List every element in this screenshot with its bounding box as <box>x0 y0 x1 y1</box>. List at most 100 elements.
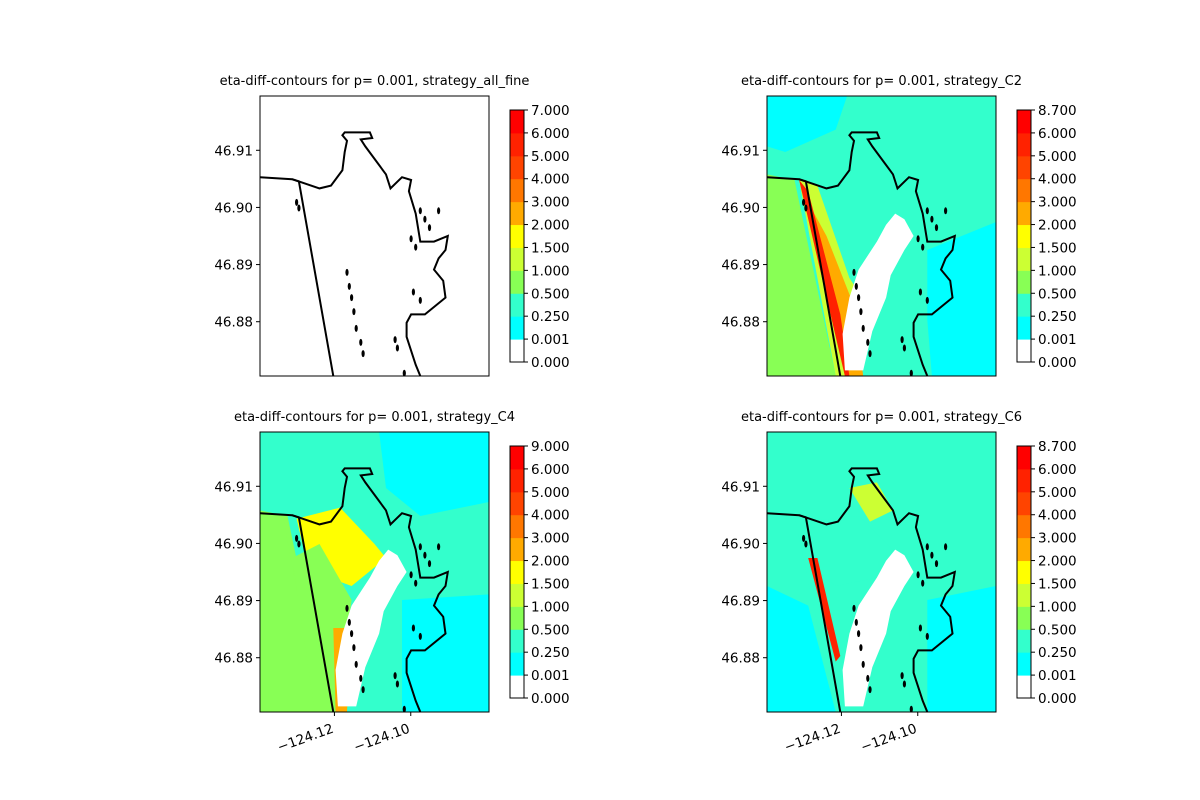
colorbar-tick-label: 2.000 <box>531 218 570 234</box>
colorbar-segment <box>510 675 524 699</box>
colorbar-tick-label: 2.000 <box>1038 554 1077 570</box>
island <box>852 604 856 612</box>
colorbar-tick-label: 0.001 <box>1038 668 1077 684</box>
colorbar-segment <box>1017 247 1031 271</box>
contour-field <box>260 432 489 712</box>
colorbar-tick-label: 4.000 <box>1038 172 1077 188</box>
island <box>411 288 415 296</box>
contour-band-cyan <box>927 586 996 712</box>
colorbar-tick-label: 0.250 <box>1038 309 1077 325</box>
colorbar-segment <box>1017 652 1031 676</box>
island <box>409 571 413 579</box>
colorbar-tick-label: 0.500 <box>531 622 570 638</box>
island <box>944 543 948 551</box>
coastline-bay <box>798 467 957 712</box>
colorbar-segment <box>1017 537 1031 562</box>
colorbar-tick-label: 6.000 <box>531 126 570 142</box>
y-tick-label: 46.89 <box>721 594 760 610</box>
island <box>909 705 913 712</box>
colorbar-segment <box>1017 201 1031 226</box>
island <box>857 294 861 302</box>
colorbar-segment <box>1017 132 1031 157</box>
colorbar-tick-label: 0.000 <box>531 691 570 707</box>
island <box>866 674 870 682</box>
colorbar-segment <box>1017 224 1031 248</box>
colorbar-tick-label: 6.000 <box>1038 126 1077 142</box>
colorbar-tick-label: 1.000 <box>531 599 570 615</box>
colorbar-tick-label: 0.500 <box>1038 286 1077 302</box>
mudflat-region <box>335 549 407 707</box>
island <box>944 207 948 215</box>
colorbar-segment <box>510 560 524 584</box>
colorbar-tick-label: 5.000 <box>531 149 570 165</box>
island <box>352 308 356 316</box>
colorbar-segment <box>510 316 524 340</box>
island <box>361 686 365 694</box>
x-tick-label: −124.10 <box>352 721 413 756</box>
island <box>868 350 872 358</box>
y-tick-label: 46.90 <box>214 536 253 552</box>
contour-band-cyan <box>402 594 489 712</box>
contour-band-cyan <box>767 586 836 712</box>
island <box>900 336 904 344</box>
x-tick-label: −124.12 <box>275 721 336 756</box>
contour-band-red <box>799 180 850 376</box>
colorbar-segment <box>1017 629 1031 653</box>
island <box>930 551 934 559</box>
colorbar-segment <box>510 224 524 248</box>
island <box>297 540 301 548</box>
colorbar-tick-label: 0.500 <box>1038 622 1077 638</box>
island <box>854 618 858 626</box>
colorbar-tick-label: 0.250 <box>531 645 570 661</box>
contour-band-red <box>808 558 841 662</box>
colorbar-segment <box>510 491 524 516</box>
island <box>909 369 913 376</box>
colorbar-frame <box>1016 445 1032 699</box>
island <box>902 344 907 352</box>
island <box>393 336 397 344</box>
colorbar-tick-label: 0.000 <box>531 355 570 371</box>
y-tick-label: 46.90 <box>721 200 760 216</box>
island <box>925 632 929 640</box>
island <box>861 660 865 668</box>
colorbar-segment <box>510 247 524 271</box>
island <box>916 235 920 243</box>
island <box>418 296 422 304</box>
colorbar-segment <box>510 606 524 630</box>
contour-band-green <box>767 250 818 376</box>
island <box>902 680 907 688</box>
y-tick-label: 46.91 <box>214 143 253 159</box>
colorbar-tick-label: 3.000 <box>531 531 570 547</box>
island <box>345 268 349 276</box>
colorbar-frame <box>1016 109 1032 363</box>
colorbar-segment <box>510 270 524 294</box>
island <box>866 338 870 346</box>
colorbar-tick-label: 3.000 <box>531 195 570 211</box>
panel-1: eta-diff-contours for p= 0.001, strategy… <box>214 74 570 377</box>
panel-4: eta-diff-contours for p= 0.001, strategy… <box>721 410 1076 756</box>
island <box>859 308 863 316</box>
colorbar-segment <box>510 293 524 317</box>
island <box>402 369 406 376</box>
colorbar: 0.000 0.001 0.250 0.500 1.000 1.500 2.000 3.000… <box>509 439 570 707</box>
island <box>411 624 415 632</box>
island <box>427 560 432 568</box>
island <box>345 604 349 612</box>
y-tick-label: 46.91 <box>214 479 253 495</box>
island <box>802 198 806 206</box>
y-tick-label: 46.91 <box>721 143 760 159</box>
coastline-bay <box>291 131 450 376</box>
colorbar-segment <box>1017 316 1031 340</box>
island <box>423 551 427 559</box>
island <box>900 672 904 680</box>
colorbar-tick-label: 4.000 <box>1038 508 1077 524</box>
island <box>395 344 399 352</box>
island <box>934 224 939 232</box>
island <box>414 579 418 587</box>
island <box>423 215 427 223</box>
colorbar: 0.000 0.001 0.250 0.500 1.000 1.500 2.000 3.000… <box>509 103 570 371</box>
colorbar-segment <box>1017 468 1031 493</box>
island <box>359 338 363 346</box>
colorbar-segment <box>510 514 524 539</box>
